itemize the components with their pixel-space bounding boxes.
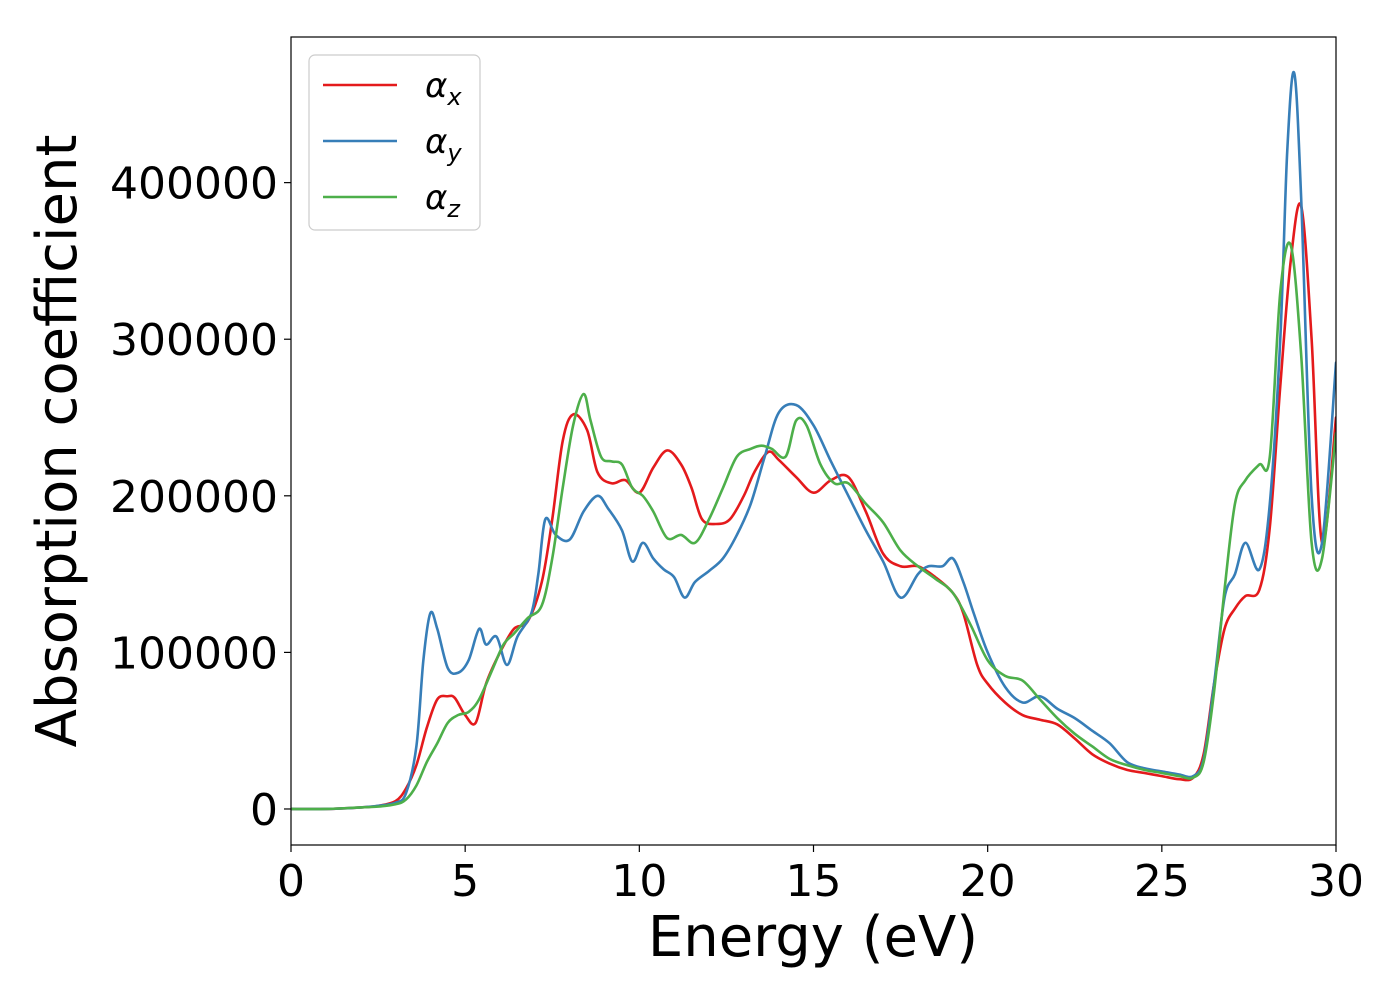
legend-label-z: αz [425, 178, 461, 223]
y-tick-label: 0 [250, 785, 278, 836]
y-axis-label: Absorption coefficient [25, 135, 90, 748]
x-axis-label: Energy (eV) [648, 905, 978, 970]
legend-box [308, 54, 481, 231]
legend: αx αy αz [308, 54, 481, 231]
series-line-z [291, 241, 1336, 811]
y-tick-label: 100000 [110, 628, 278, 679]
series-lines [291, 70, 1336, 811]
x-tick-label: 10 [611, 856, 667, 907]
series-line-x [291, 202, 1336, 811]
axis-ticks: 0 5 10 15 20 25 30 0 100000 200000 300000 400000 [110, 159, 1364, 907]
x-tick-label: 30 [1308, 856, 1364, 907]
x-tick-label: 5 [451, 856, 479, 907]
y-tick-label: 200000 [110, 472, 278, 523]
y-tick-label: 400000 [110, 159, 278, 210]
x-tick-label: 15 [786, 856, 842, 907]
x-tick-label: 20 [960, 856, 1016, 907]
legend-entries: αx αy αz [323, 66, 462, 223]
x-tick-label: 25 [1134, 856, 1190, 907]
legend-label-y: αy [425, 122, 462, 167]
x-tick-label: 0 [277, 856, 305, 907]
legend-label-x: αx [425, 66, 462, 111]
series-line-y [291, 70, 1336, 811]
y-tick-label: 300000 [110, 315, 278, 366]
